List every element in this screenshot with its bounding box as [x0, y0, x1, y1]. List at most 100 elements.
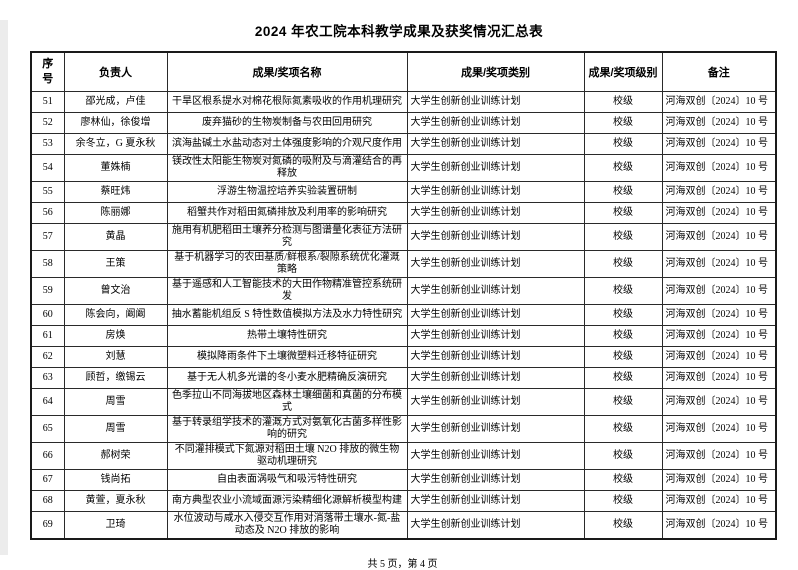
cell-serial: 66: [30, 442, 65, 470]
cell-name: 模拟降雨条件下土壤微塑料迁移特征研究: [166, 346, 408, 368]
cell-level: 校级: [583, 112, 663, 134]
cell-category: 大学生创新创业训练计划: [406, 304, 585, 326]
cell-category: 大学生创新创业训练计划: [406, 277, 585, 305]
cell-category: 大学生创新创业训练计划: [406, 325, 585, 347]
cell-leader: 曾文治: [63, 277, 168, 305]
col-header-leader: 负责人: [63, 51, 168, 92]
cell-leader: 周雪: [63, 415, 168, 443]
cell-leader: 钱尚拓: [63, 469, 168, 491]
cell-note: 河海双创〔2024〕10 号: [661, 91, 777, 113]
cell-serial: 63: [30, 367, 65, 389]
page-edge-shadow: [0, 20, 8, 555]
cell-category: 大学生创新创业训练计划: [406, 202, 585, 224]
page-title: 2024 年农工院本科教学成果及获奖情况汇总表: [254, 24, 544, 39]
cell-category: 大学生创新创业训练计划: [406, 388, 585, 416]
table-row: 56 陈丽娜 稻蟹共作对稻田氮磷排放及利用率的影响研究 大学生创新创业训练计划 …: [30, 202, 777, 224]
table-row: 62 刘慧 模拟降雨条件下土壤微塑料迁移特征研究 大学生创新创业训练计划 校级 …: [30, 346, 777, 368]
table-row: 61 房焕 热带土壤特性研究 大学生创新创业训练计划 校级 河海双创〔2024〕…: [30, 325, 777, 347]
cell-leader: 余冬立，G 夏永秋: [63, 133, 168, 155]
cell-category: 大学生创新创业训练计划: [406, 442, 585, 470]
col-header-serial: 序号: [30, 51, 65, 92]
cell-note: 河海双创〔2024〕10 号: [661, 469, 777, 491]
cell-category: 大学生创新创业训练计划: [406, 346, 585, 368]
cell-name: 浮游生物温控培养实验装置研制: [166, 181, 408, 203]
cell-category: 大学生创新创业训练计划: [406, 112, 585, 134]
cell-note: 河海双创〔2024〕10 号: [661, 490, 777, 512]
cell-note: 河海双创〔2024〕10 号: [661, 304, 777, 326]
cell-serial: 59: [30, 277, 65, 305]
cell-leader: 董姝楠: [63, 154, 168, 182]
cell-serial: 56: [30, 202, 65, 224]
cell-category: 大学生创新创业训练计划: [406, 469, 585, 491]
cell-leader: 周雪: [63, 388, 168, 416]
cell-level: 校级: [583, 133, 663, 155]
table-body: 51 邵光成，卢佳 干旱区根系提水对棉花根际氮素吸收的作用机理研究 大学生创新创…: [30, 91, 777, 540]
cell-serial: 61: [30, 325, 65, 347]
cell-name: 基于机器学习的农田基质/鲜根系/裂隙系统优化灌溉策略: [166, 250, 408, 278]
cell-leader: 刘慧: [63, 346, 168, 368]
cell-level: 校级: [583, 154, 663, 182]
cell-category: 大学生创新创业训练计划: [406, 415, 585, 443]
table-row: 57 黄晶 施用有机肥稻田土壤养分检测与图谱量化表征方法研究 大学生创新创业训练…: [30, 223, 777, 251]
cell-level: 校级: [583, 490, 663, 512]
table-row: 65 周雪 基于转录组学技术的灌溉方式对氨氧化古菌多样性影响的研究 大学生创新创…: [30, 415, 777, 443]
table-row: 58 王策 基于机器学习的农田基质/鲜根系/裂隙系统优化灌溉策略 大学生创新创业…: [30, 250, 777, 278]
cell-name: 基于无人机多光谱的冬小麦水肥精确反演研究: [166, 367, 408, 389]
cell-note: 河海双创〔2024〕10 号: [661, 367, 777, 389]
cell-serial: 51: [30, 91, 65, 113]
cell-note: 河海双创〔2024〕10 号: [661, 277, 777, 305]
cell-serial: 60: [30, 304, 65, 326]
cell-leader: 房焕: [63, 325, 168, 347]
cell-category: 大学生创新创业训练计划: [406, 181, 585, 203]
cell-name: 自由表面涡吸气和吸污特性研究: [166, 469, 408, 491]
cell-level: 校级: [583, 442, 663, 470]
cell-category: 大学生创新创业训练计划: [406, 223, 585, 251]
cell-level: 校级: [583, 223, 663, 251]
cell-note: 河海双创〔2024〕10 号: [661, 112, 777, 134]
cell-leader: 廖林仙，徐俊增: [63, 112, 168, 134]
cell-leader: 黄萱，夏永秋: [63, 490, 168, 512]
col-header-name: 成果/奖项名称: [166, 51, 408, 92]
cell-serial: 65: [30, 415, 65, 443]
cell-name: 施用有机肥稻田土壤养分检测与图谱量化表征方法研究: [166, 223, 408, 251]
cell-note: 河海双创〔2024〕10 号: [661, 415, 777, 443]
cell-level: 校级: [583, 277, 663, 305]
cell-name: 滨海盐碱土水盐动态对土体强度影响的介观尺度作用: [166, 133, 408, 155]
cell-note: 河海双创〔2024〕10 号: [661, 133, 777, 155]
cell-serial: 58: [30, 250, 65, 278]
cell-name: 色季拉山不同海拔地区森林土壤细菌和真菌的分布模式: [166, 388, 408, 416]
table-row: 53 余冬立，G 夏永秋 滨海盐碱土水盐动态对土体强度影响的介观尺度作用 大学生…: [30, 133, 777, 155]
table-row: 68 黄萱，夏永秋 南方典型农业小流域面源污染精细化源解析模型构建 大学生创新创…: [30, 490, 777, 512]
table-header-row: 序号 负责人 成果/奖项名称 成果/奖项类别 成果/奖项级别 备注: [30, 51, 777, 92]
cell-note: 河海双创〔2024〕10 号: [661, 223, 777, 251]
cell-leader: 陈会向，阚阚: [63, 304, 168, 326]
cell-name: 南方典型农业小流域面源污染精细化源解析模型构建: [166, 490, 408, 512]
table-row: 67 钱尚拓 自由表面涡吸气和吸污特性研究 大学生创新创业训练计划 校级 河海双…: [30, 469, 777, 491]
cell-serial: 64: [30, 388, 65, 416]
cell-note: 河海双创〔2024〕10 号: [661, 250, 777, 278]
table-row: 51 邵光成，卢佳 干旱区根系提水对棉花根际氮素吸收的作用机理研究 大学生创新创…: [30, 91, 777, 113]
cell-leader: 王策: [63, 250, 168, 278]
table-row: 55 蔡旺炜 浮游生物温控培养实验装置研制 大学生创新创业训练计划 校级 河海双…: [30, 181, 777, 203]
cell-name: 基于遥感和人工智能技术的大田作物精准管控系统研发: [166, 277, 408, 305]
cell-note: 河海双创〔2024〕10 号: [661, 388, 777, 416]
col-header-note: 备注: [661, 51, 777, 92]
cell-level: 校级: [583, 367, 663, 389]
cell-name: 废弃猫砂的生物炭制备与农田回用研究: [166, 112, 408, 134]
cell-name: 基于转录组学技术的灌溉方式对氨氧化古菌多样性影响的研究: [166, 415, 408, 443]
cell-level: 校级: [583, 202, 663, 224]
cell-level: 校级: [583, 91, 663, 113]
cell-serial: 52: [30, 112, 65, 134]
cell-category: 大学生创新创业训练计划: [406, 490, 585, 512]
cell-note: 河海双创〔2024〕10 号: [661, 325, 777, 347]
cell-note: 河海双创〔2024〕10 号: [661, 346, 777, 368]
cell-level: 校级: [583, 181, 663, 203]
cell-serial: 55: [30, 181, 65, 203]
cell-serial: 67: [30, 469, 65, 491]
cell-category: 大学生创新创业训练计划: [406, 367, 585, 389]
summary-table: 序号 负责人 成果/奖项名称 成果/奖项类别 成果/奖项级别 备注 51 邵光成…: [30, 51, 777, 540]
table-row: 59 曾文治 基于遥感和人工智能技术的大田作物精准管控系统研发 大学生创新创业训…: [30, 277, 777, 305]
table-row: 60 陈会向，阚阚 抽水蓄能机组反 S 特性数值模拟方法及水力特性研究 大学生创…: [30, 304, 777, 326]
cell-level: 校级: [583, 469, 663, 491]
cell-serial: 68: [30, 490, 65, 512]
